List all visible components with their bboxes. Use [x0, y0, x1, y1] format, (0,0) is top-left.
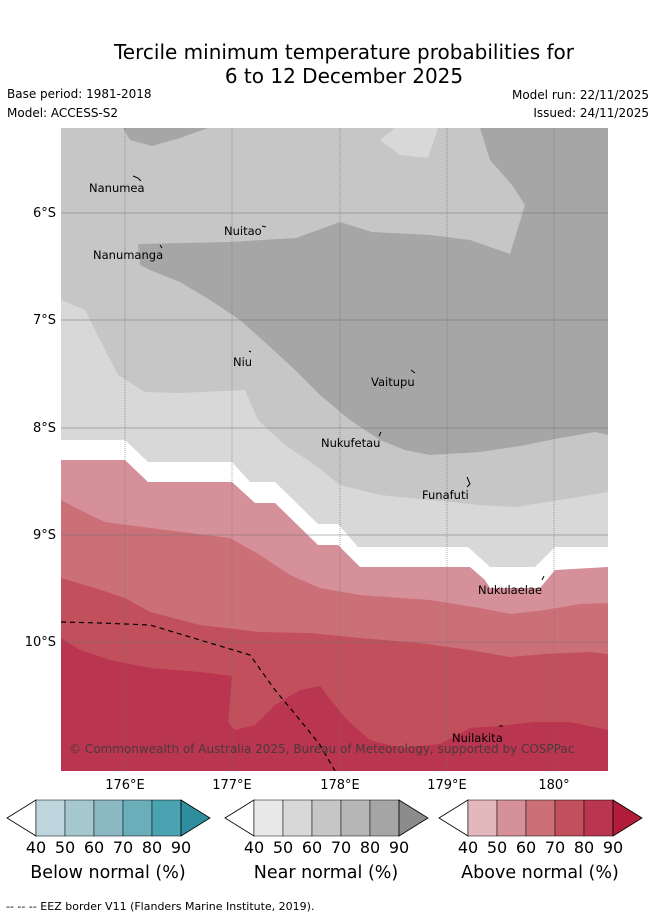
colorbar-title-above: Above normal (%)	[461, 863, 619, 883]
colorbar-tick-label: 50	[54, 838, 76, 857]
lon-label-180: 180°	[538, 778, 570, 793]
map-area	[61, 128, 608, 771]
colorbar-tick-label: 40	[457, 838, 479, 857]
colorbar-below-normal	[6, 799, 211, 837]
colorbar-high-extend	[398, 799, 429, 837]
colorbar-title-below: Below normal (%)	[30, 863, 186, 883]
title-line-1: Tercile minimum temperature probabilitie…	[113, 40, 575, 64]
eez-footnote: -- -- -- EEZ border V11 (Flanders Marine…	[6, 900, 315, 913]
place-nuitao: Nuitao	[224, 224, 262, 238]
place-nukulaelae: Nukulaelae	[478, 583, 543, 597]
colorbar-segment	[583, 799, 614, 837]
lon-label-179e: 179°E	[427, 778, 467, 793]
lon-label-177e: 177°E	[212, 778, 252, 793]
lat-label-10s: 10°S	[24, 635, 56, 650]
colorbar-tick-label: 70	[330, 838, 352, 857]
nanumea-island-shape	[132, 175, 142, 182]
colorbar-near-normal	[224, 799, 429, 837]
model-run: Model run: 22/11/2025	[511, 88, 649, 102]
colorbar-high-extend	[612, 799, 643, 837]
colorbar-segment	[253, 799, 284, 837]
colorbar-segment	[282, 799, 313, 837]
place-nanumea: Nanumea	[89, 181, 145, 195]
colorbar-high-extend	[180, 799, 211, 837]
lat-label-8s: 8°S	[32, 421, 56, 436]
vaitupu-island-shape	[410, 369, 416, 374]
gridlines	[61, 128, 608, 771]
colorbar-tick-label: 80	[573, 838, 595, 857]
copyright-notice: © Commonwealth of Australia 2025, Bureau…	[69, 742, 575, 756]
colorbar-segment	[369, 799, 400, 837]
place-niu: Niu	[233, 355, 253, 369]
colorbar-tick-label: 50	[272, 838, 294, 857]
chart-title: Tercile minimum temperature probabilitie…	[0, 40, 655, 88]
place-funafuti: Funafuti	[422, 488, 469, 502]
colorbar-above-normal	[438, 799, 643, 837]
place-nuilakita: Nuilakita	[452, 731, 503, 745]
colorbar-segment	[64, 799, 95, 837]
colorbar-segment	[93, 799, 124, 837]
nanumanga-island-shape	[159, 244, 163, 249]
colorbar-segment	[525, 799, 556, 837]
colorbar-segment	[311, 799, 342, 837]
colorbar-low-extend	[224, 799, 255, 837]
nukulaelae-island-shape	[541, 575, 545, 581]
colorbar-tick-label: 60	[515, 838, 537, 857]
title-line-2: 6 to 12 December 2025	[224, 64, 464, 88]
colorbar-segment	[35, 799, 66, 837]
colorbar-tick-label: 70	[544, 838, 566, 857]
place-nukufetau: Nukufetau	[321, 436, 381, 450]
colorbar-tick-label: 60	[83, 838, 105, 857]
place-vaitupu: Vaitupu	[371, 375, 415, 389]
near-normal-70-region	[123, 128, 208, 146]
colorbar-title-near: Near normal (%)	[253, 863, 399, 883]
colorbar-segment	[467, 799, 498, 837]
colorbar-tick-label: 70	[112, 838, 134, 857]
colorbar-tick-label: 90	[170, 838, 192, 857]
near-normal-50-region	[380, 128, 438, 158]
colorbar-tick-label: 60	[301, 838, 323, 857]
nuitao-island-shape	[261, 225, 267, 228]
lon-label-178e: 178°E	[320, 778, 360, 793]
funafuti-island-shape	[466, 476, 471, 488]
niu-island-shape	[248, 350, 252, 353]
lat-label-6s: 6°S	[32, 206, 56, 221]
colorbar-segment	[340, 799, 371, 837]
lat-label-9s: 9°S	[32, 528, 56, 543]
colorbar-segment	[122, 799, 153, 837]
colorbar-segment	[554, 799, 585, 837]
lat-label-7s: 7°S	[32, 313, 56, 328]
colorbar-tick-label: 50	[486, 838, 508, 857]
colorbar-tick-label: 80	[359, 838, 381, 857]
colorbar-tick-label: 40	[25, 838, 47, 857]
colorbar-low-extend	[6, 799, 37, 837]
colorbar-tick-label: 90	[388, 838, 410, 857]
colorbar-segment	[496, 799, 527, 837]
lon-label-176e: 176°E	[105, 778, 145, 793]
model-name: Model: ACCESS-S2	[7, 106, 119, 120]
place-nanumanga: Nanumanga	[93, 248, 164, 262]
colorbar-low-extend	[438, 799, 469, 837]
colorbar-tick-label: 90	[602, 838, 624, 857]
nukufetau-island-shape	[378, 431, 382, 437]
colorbar-tick-label: 80	[141, 838, 163, 857]
above-normal-80-region	[61, 638, 608, 771]
colorbar-segment	[151, 799, 182, 837]
issued-date: Issued: 24/11/2025	[533, 106, 649, 120]
near-normal-70-region-central	[138, 128, 608, 455]
base-period: Base period: 1981-2018	[7, 87, 152, 101]
eez-border-line	[61, 621, 336, 771]
colorbar-tick-label: 40	[243, 838, 265, 857]
